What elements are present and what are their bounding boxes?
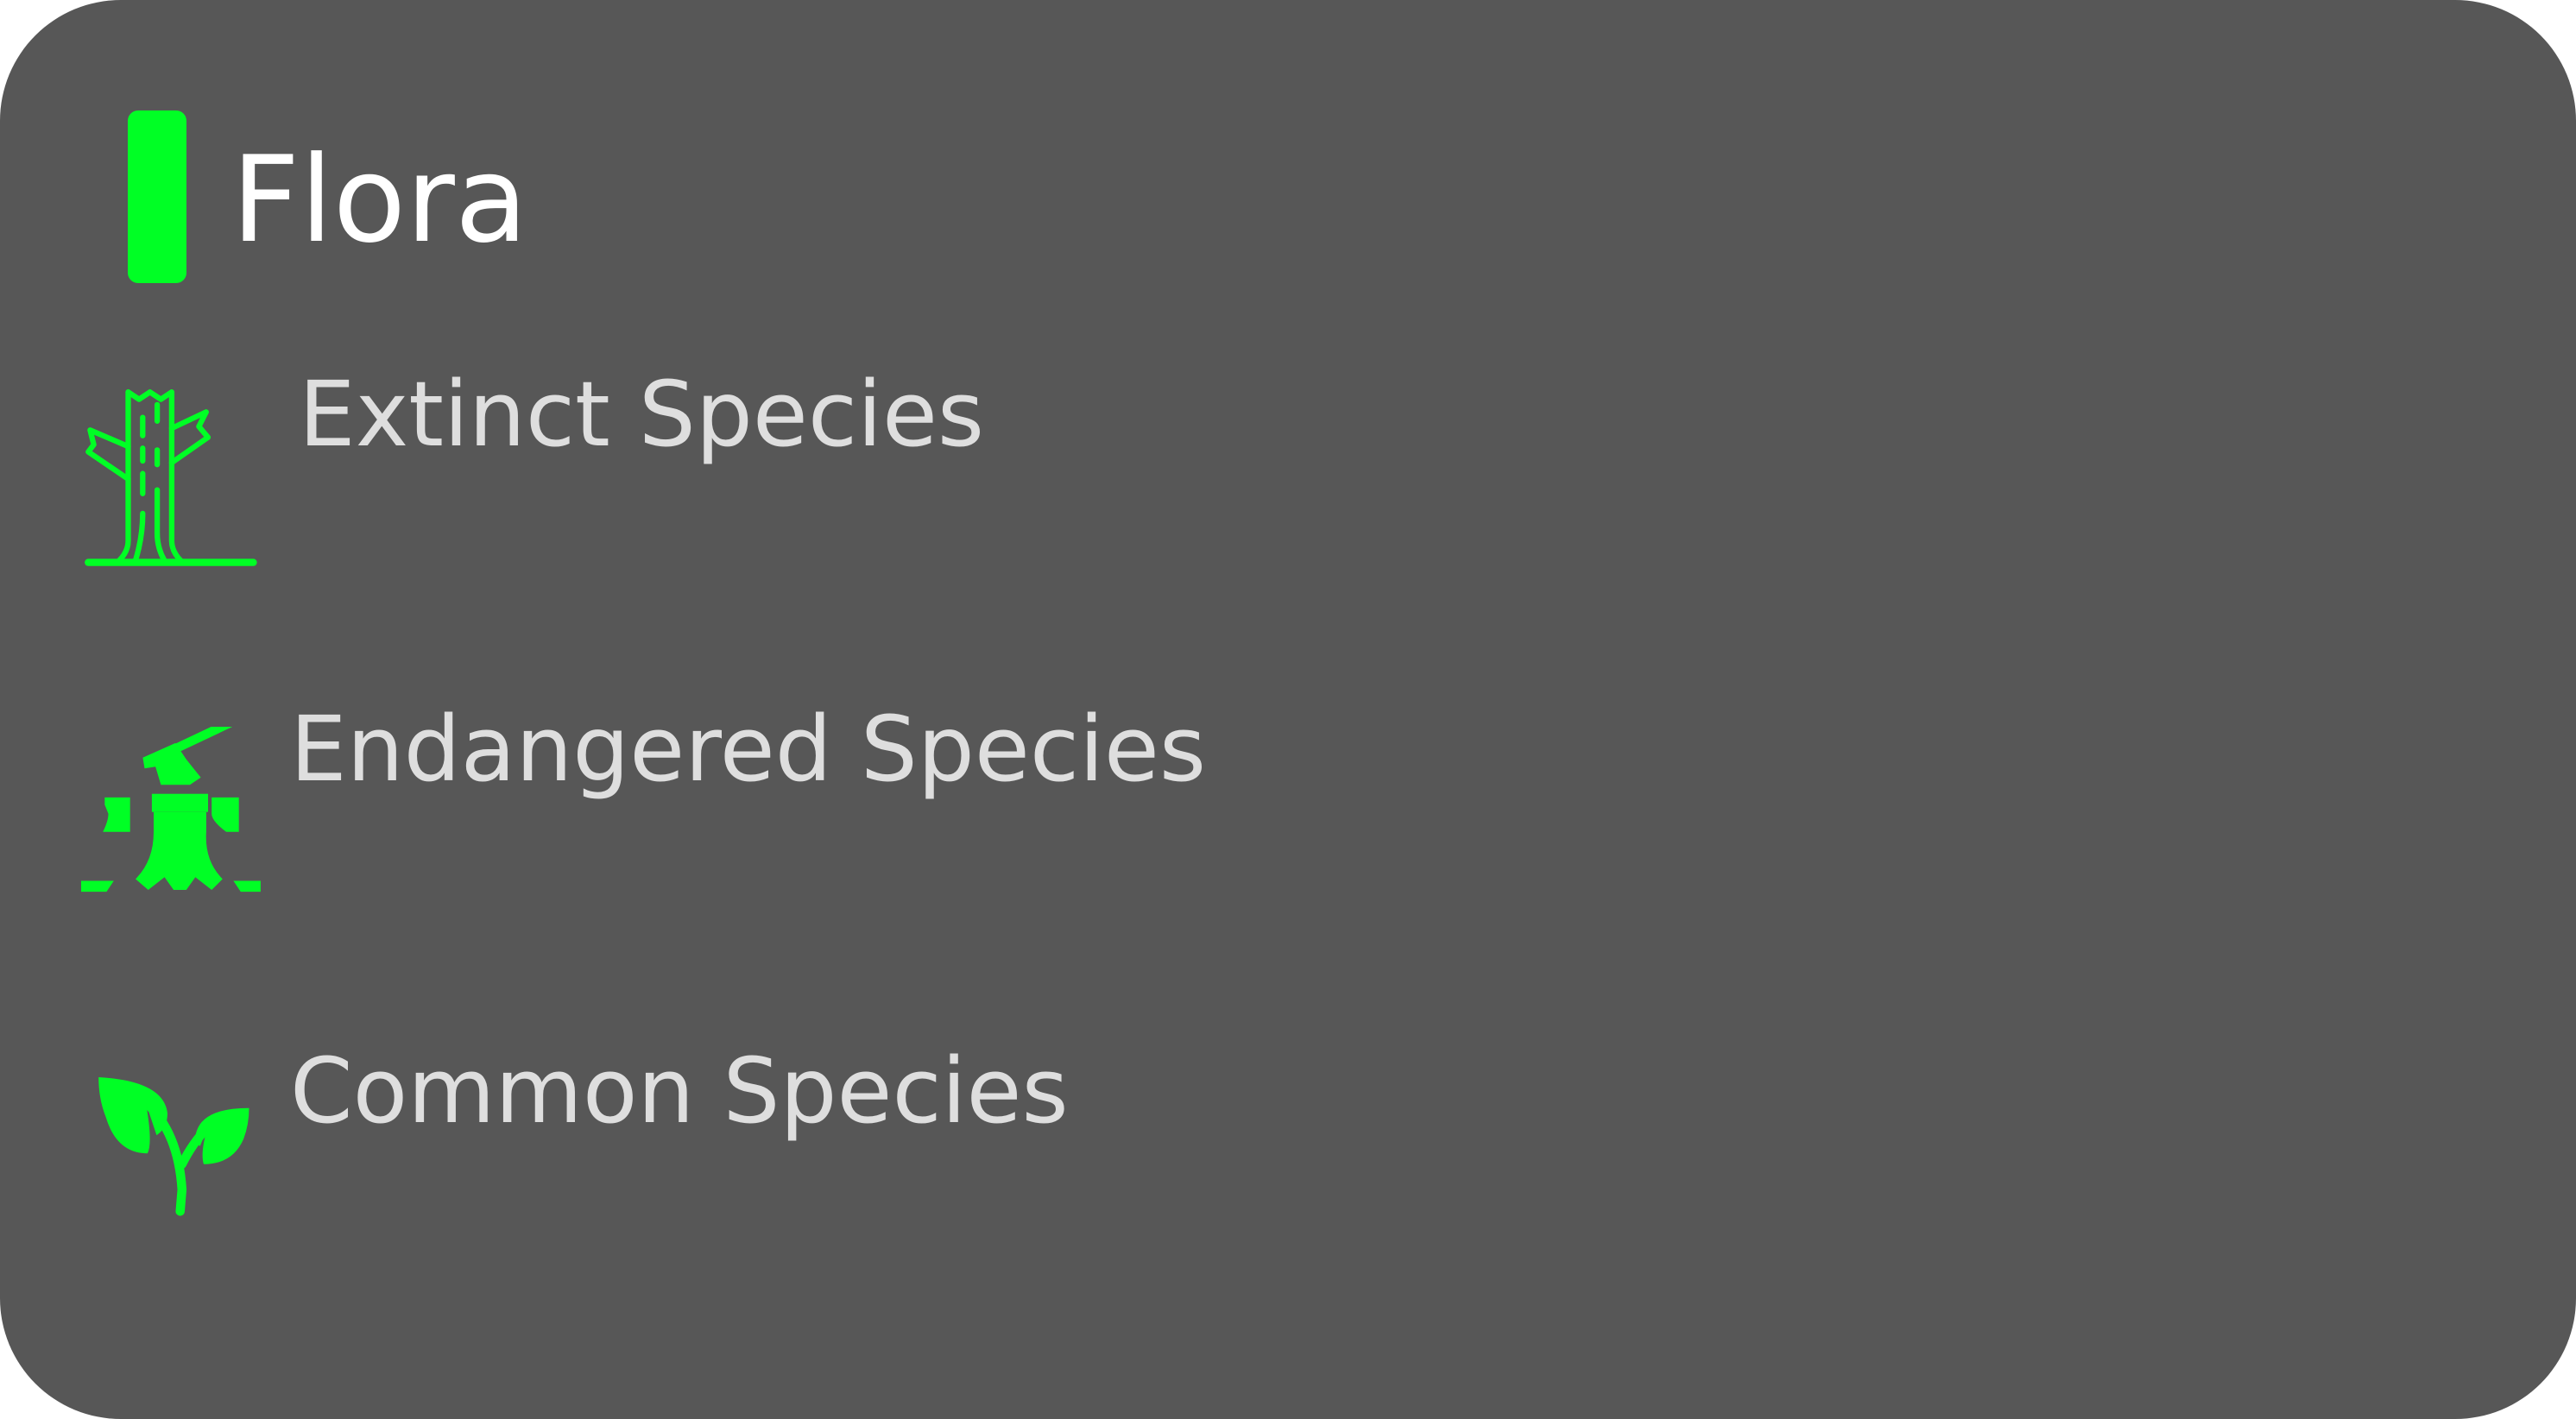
list-item-endangered-species[interactable]: Endangered Species	[0, 691, 1381, 949]
item-label: Common Species	[290, 1038, 1069, 1144]
tree-stump-axe-icon	[81, 727, 262, 908]
item-label: Endangered Species	[290, 697, 1207, 802]
list-item-common-species[interactable]: Common Species	[0, 1032, 1381, 1291]
panel-title: Flora	[231, 130, 528, 269]
dead-tree-icon	[83, 388, 264, 570]
sprout-icon	[95, 1077, 276, 1258]
item-label: Extinct Species	[299, 362, 985, 467]
list-item-extinct-species[interactable]: Extinct Species	[0, 354, 1381, 613]
title-accent-bar	[128, 110, 186, 283]
